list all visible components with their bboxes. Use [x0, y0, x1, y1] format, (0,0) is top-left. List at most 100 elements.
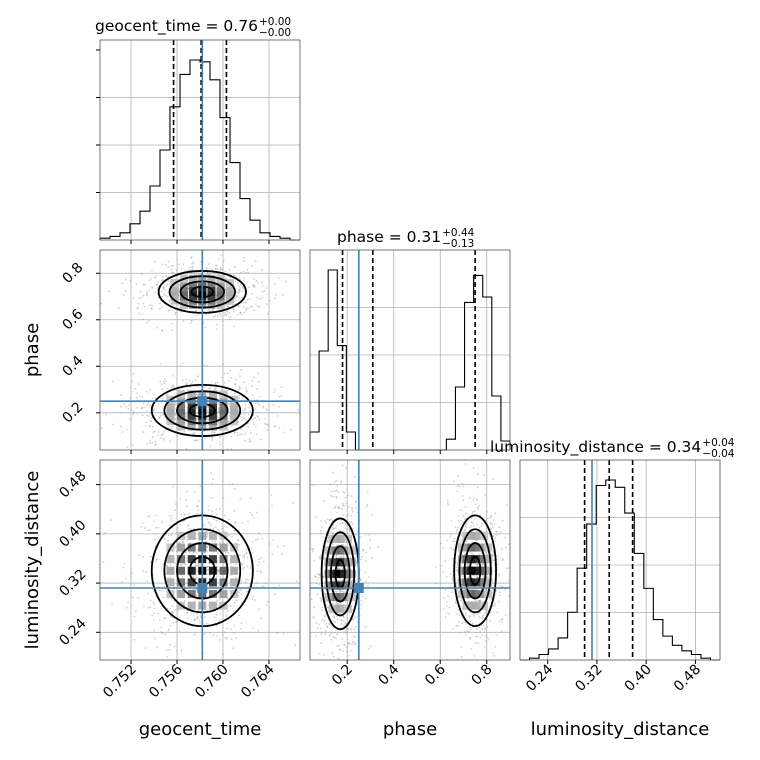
sample-point [237, 539, 239, 542]
sample-point [255, 511, 258, 514]
sample-point [135, 283, 138, 285]
density-cell [225, 283, 234, 292]
sample-point [216, 323, 218, 326]
sample-point [239, 498, 242, 501]
sample-point [223, 313, 226, 316]
sample-point [511, 592, 513, 594]
sample-point [239, 289, 241, 291]
sample-point [242, 410, 245, 412]
sample-point [459, 631, 462, 634]
sample-point [475, 563, 478, 566]
sample-point [244, 283, 247, 286]
sample-point [234, 299, 237, 301]
sample-point [322, 500, 325, 502]
sample-point [157, 280, 160, 283]
sample-point [245, 549, 248, 552]
truth-marker [197, 396, 208, 407]
sample-point [337, 568, 339, 570]
sample-point [207, 565, 210, 568]
sample-point [356, 511, 359, 514]
density-cell [166, 555, 175, 564]
sample-point [192, 527, 195, 530]
sample-point [471, 552, 473, 555]
sample-point [169, 308, 172, 311]
sample-point [174, 413, 177, 416]
sample-point [94, 423, 96, 425]
sample-point [344, 496, 347, 499]
sample-point [206, 546, 208, 549]
sample-point [454, 540, 457, 543]
sample-point [237, 539, 240, 541]
sample-point [179, 364, 182, 367]
sample-point [167, 260, 170, 263]
sample-point [266, 409, 269, 412]
sample-point [227, 420, 229, 423]
sample-point [236, 431, 239, 434]
sample-point [457, 608, 460, 611]
title-plus: +0.04 [702, 437, 734, 449]
sample-point [156, 326, 159, 329]
sample-point [211, 540, 214, 543]
sample-point [456, 528, 459, 531]
density-cell [170, 287, 179, 296]
sample-point [193, 619, 196, 622]
sample-point [142, 431, 145, 434]
sample-point [341, 579, 344, 582]
sample-point [248, 297, 251, 300]
y-tick-label: 0.8 [59, 260, 86, 287]
sample-point [321, 606, 324, 609]
sample-point [356, 603, 359, 605]
sample-point [455, 566, 458, 569]
sample-point [455, 601, 458, 604]
density-cell [471, 543, 480, 552]
sample-point [255, 539, 257, 541]
sample-point [132, 412, 135, 415]
sample-point [305, 570, 307, 572]
sample-point [333, 616, 336, 619]
density-cell [230, 578, 239, 587]
sample-point [174, 417, 177, 420]
sample-point [152, 408, 155, 410]
sample-point [334, 631, 336, 634]
sample-point [181, 539, 184, 542]
sample-point [277, 405, 280, 408]
sample-point [351, 523, 354, 526]
sample-point [337, 491, 340, 493]
sample-point [345, 515, 348, 518]
sample-point [228, 420, 231, 423]
sample-point [170, 427, 173, 430]
sample-point [161, 279, 163, 282]
sample-point [166, 387, 169, 390]
sample-point [145, 424, 147, 427]
sample-point [228, 483, 231, 486]
sample-point [248, 440, 251, 443]
sample-point [149, 404, 152, 407]
sample-point [257, 281, 259, 284]
density-cell [177, 590, 186, 599]
sample-point [335, 525, 337, 527]
sample-point [162, 279, 165, 281]
sample-point [210, 496, 213, 499]
sample-point [219, 638, 222, 641]
title-text: phase = 0.31 [337, 228, 441, 246]
sample-point [195, 393, 198, 396]
sample-point [332, 636, 335, 639]
sample-point [172, 271, 175, 274]
density-cell [208, 401, 217, 410]
sample-point [233, 509, 236, 512]
sample-point [460, 646, 463, 649]
sample-point [218, 258, 220, 260]
sample-point [252, 309, 255, 312]
sample-point [305, 578, 307, 580]
sample-point [494, 645, 497, 648]
sample-point [192, 260, 195, 263]
density-cell [187, 566, 196, 575]
sample-point [163, 292, 166, 295]
x-tick-label: 0.24 [523, 661, 556, 694]
sample-point [478, 626, 481, 629]
sample-point [206, 545, 209, 548]
x-axis-label: phase [383, 719, 437, 740]
sample-point [162, 596, 165, 599]
sample-point [435, 582, 438, 585]
x-tick-label: 0.760 [192, 662, 232, 702]
